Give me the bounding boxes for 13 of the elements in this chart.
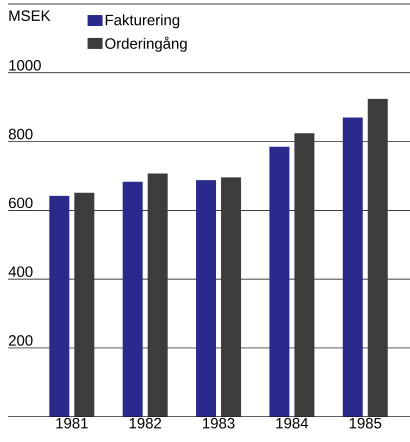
y-tick-label: 600 [8,198,33,208]
y-tick-label: 1000 [9,60,41,71]
y-axis-title: MSEK [9,10,50,21]
y-tick-label: 400 [8,266,33,277]
x-tick-label: 1981 [56,418,88,428]
legend-label: Fakturering [106,14,180,28]
legend-label: Orderingång [105,36,187,52]
x-tick-label: 1984 [276,418,308,428]
x-tick-label: 1982 [130,418,162,428]
y-tick-label: 200 [8,335,33,346]
y-tick-label: 800 [8,128,33,140]
x-tick-label: 1983 [203,418,234,428]
x-tick-label: 1985 [350,418,382,428]
